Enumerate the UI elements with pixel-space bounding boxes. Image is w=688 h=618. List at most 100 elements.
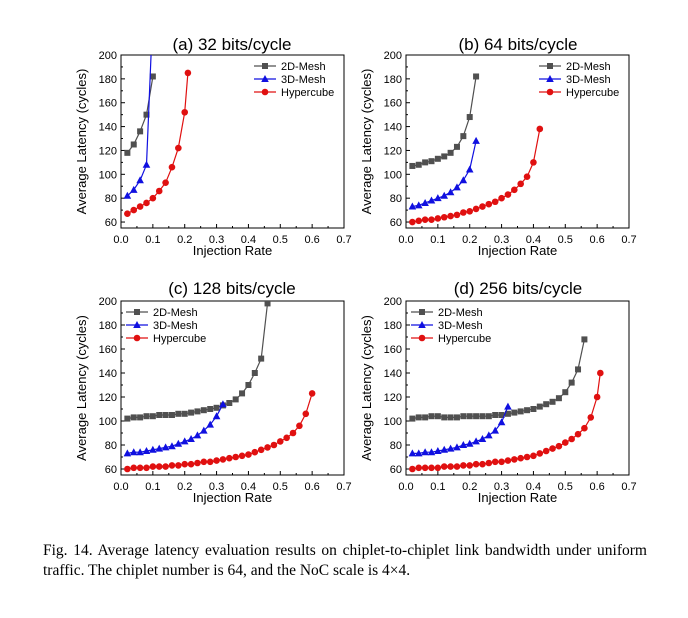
data-point — [409, 465, 416, 473]
x-tick-label: 0.4 — [241, 481, 256, 493]
data-point — [175, 462, 182, 469]
data-point — [427, 196, 436, 204]
data-point — [575, 366, 582, 373]
series-3d-mesh — [123, 55, 152, 199]
data-point — [485, 413, 492, 420]
data-point — [168, 442, 176, 450]
series-2d-mesh — [409, 73, 480, 169]
data-point — [206, 458, 214, 466]
data-point — [149, 463, 157, 470]
chart-panel-4: (d) 256 bits/cycle 0.0 0.1 0.2 0.3 0.4 0.5 0.6 0… — [359, 279, 637, 505]
legend-label: 3D-Mesh — [281, 74, 326, 86]
data-point — [597, 369, 604, 377]
data-point — [491, 198, 499, 206]
y-tick-label: 140 — [384, 368, 402, 380]
data-point — [283, 434, 290, 442]
x-tick-label: 0.1 — [145, 234, 160, 246]
data-point — [175, 144, 182, 152]
y-tick-label: 100 — [384, 169, 402, 181]
data-point — [434, 464, 442, 472]
legend-marker — [133, 321, 141, 328]
data-point — [188, 409, 195, 416]
data-point — [143, 199, 150, 207]
data-point — [460, 209, 467, 216]
x-tick-label: 0.5 — [273, 481, 288, 493]
legend-marker — [419, 309, 425, 315]
data-point — [422, 414, 429, 421]
data-point — [562, 389, 569, 396]
data-point — [504, 191, 512, 198]
data-point — [142, 160, 151, 168]
data-point — [536, 403, 543, 410]
y-tick-label: 200 — [384, 50, 402, 62]
data-point — [587, 414, 595, 421]
y-tick-label: 80 — [105, 193, 117, 205]
data-point — [441, 414, 448, 421]
data-point — [453, 414, 460, 421]
data-point — [504, 410, 511, 417]
series-line — [412, 339, 585, 420]
data-point — [447, 463, 454, 470]
data-point — [415, 161, 422, 168]
data-point — [181, 108, 189, 116]
x-tick-label: 0.1 — [430, 234, 445, 246]
data-point — [453, 211, 461, 219]
series-line — [412, 372, 601, 470]
data-point — [453, 443, 461, 451]
data-point — [447, 414, 454, 421]
y-tick-label: 180 — [99, 320, 117, 332]
data-point — [478, 435, 487, 442]
data-point — [472, 205, 480, 213]
figure-canvas: (a) 32 bits/cycle 0.0 0.1 0.2 0.3 0.4 0.5 0.6 0.… — [74, 35, 637, 505]
x-tick-label: 0.0 — [398, 481, 413, 493]
data-point — [232, 453, 239, 461]
legend-label: 2D-Mesh — [153, 307, 198, 319]
data-point — [149, 194, 157, 202]
data-point — [130, 141, 137, 148]
data-point — [174, 439, 183, 447]
x-tick-label: 0.2 — [462, 481, 477, 493]
data-point — [511, 456, 518, 463]
series-hypercube — [409, 369, 604, 473]
data-point — [446, 444, 455, 452]
data-point — [251, 448, 259, 456]
data-point — [428, 464, 435, 472]
data-point — [408, 449, 417, 457]
legend-marker — [418, 334, 426, 342]
legend-label: 3D-Mesh — [153, 320, 198, 332]
data-point — [251, 370, 258, 376]
data-point — [543, 401, 550, 408]
data-point — [206, 420, 214, 428]
data-point — [238, 452, 246, 460]
y-tick-label: 180 — [99, 74, 117, 86]
data-point — [200, 407, 207, 414]
data-point — [137, 414, 144, 421]
data-point — [581, 336, 588, 343]
data-point — [245, 382, 252, 388]
data-point — [434, 215, 442, 222]
legend-label: 2D-Mesh — [566, 61, 611, 73]
data-point — [434, 413, 441, 420]
data-point — [498, 194, 505, 202]
x-tick-label: 0.4 — [526, 234, 541, 246]
data-point — [479, 413, 486, 420]
legend-marker — [546, 75, 554, 82]
x-tick-label: 0.2 — [177, 481, 192, 493]
data-point — [440, 463, 448, 470]
x-tick-label: 0.6 — [589, 234, 604, 246]
y-axis-label: Average Latency (cycles) — [359, 69, 374, 215]
data-point — [491, 426, 499, 434]
y-tick-label: 60 — [390, 464, 402, 476]
data-point — [409, 218, 416, 226]
data-point — [479, 460, 486, 468]
data-point — [124, 465, 131, 473]
data-point — [485, 431, 493, 439]
y-axis-label: Average Latency (cycles) — [74, 315, 89, 461]
y-tick-label: 160 — [384, 344, 402, 356]
data-point — [232, 396, 239, 403]
data-point — [434, 447, 442, 454]
series-line — [126, 55, 152, 197]
data-point — [130, 464, 138, 472]
